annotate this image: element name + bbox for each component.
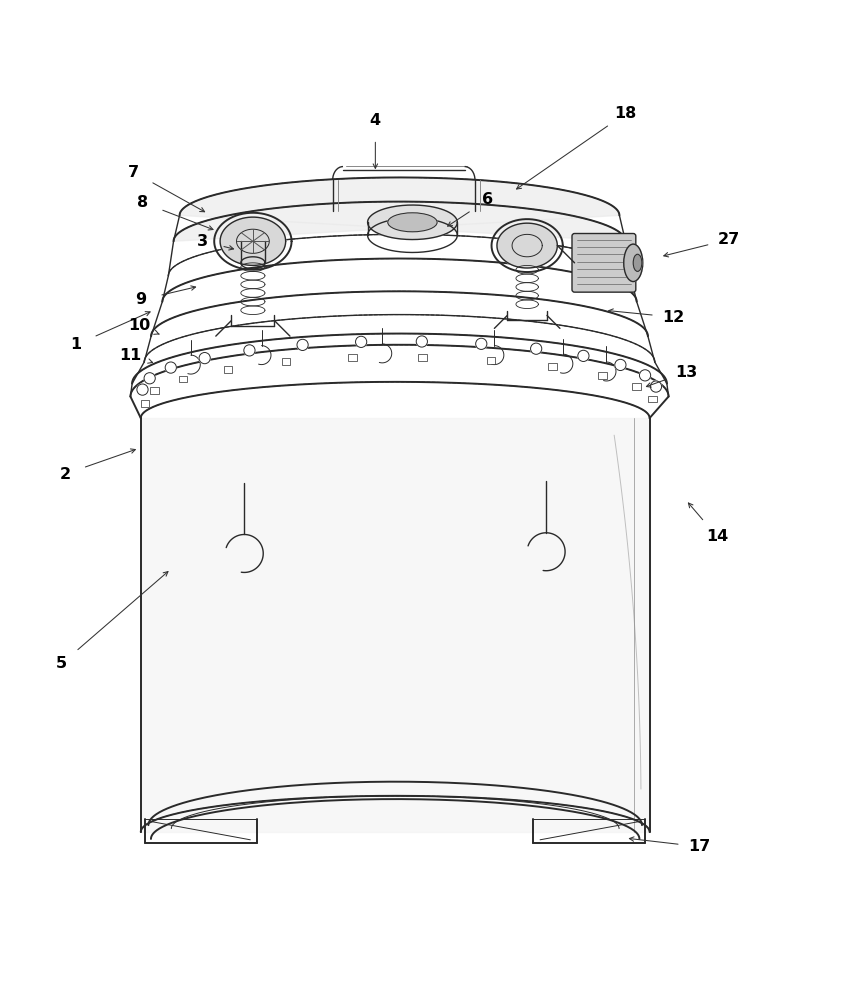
Polygon shape <box>174 177 626 241</box>
Polygon shape <box>141 418 649 832</box>
Circle shape <box>650 381 661 392</box>
Bar <box>348 354 357 361</box>
Ellipse shape <box>367 205 457 240</box>
Text: 27: 27 <box>718 232 740 247</box>
Text: 6: 6 <box>482 192 493 207</box>
Circle shape <box>476 338 487 349</box>
Bar <box>150 387 159 394</box>
Bar <box>224 366 233 373</box>
Bar <box>648 396 657 402</box>
Text: 17: 17 <box>688 839 711 854</box>
Text: 8: 8 <box>137 195 148 210</box>
Bar <box>632 383 641 390</box>
Text: 14: 14 <box>706 529 728 544</box>
Text: 9: 9 <box>135 292 147 307</box>
Text: 12: 12 <box>662 310 685 325</box>
Text: 7: 7 <box>128 165 140 180</box>
Circle shape <box>530 343 542 354</box>
Circle shape <box>578 350 589 361</box>
Bar <box>487 357 496 364</box>
Text: 10: 10 <box>128 318 150 333</box>
Ellipse shape <box>634 254 641 271</box>
Text: 2: 2 <box>59 467 70 482</box>
Bar <box>179 376 187 382</box>
Circle shape <box>640 370 651 381</box>
Ellipse shape <box>624 244 642 282</box>
Bar <box>549 363 557 370</box>
Ellipse shape <box>388 213 437 232</box>
Text: 3: 3 <box>197 234 208 249</box>
Circle shape <box>199 353 210 364</box>
Text: 18: 18 <box>615 106 636 121</box>
Circle shape <box>615 359 626 371</box>
Circle shape <box>137 384 148 395</box>
Bar <box>281 358 290 365</box>
Text: 5: 5 <box>56 656 67 671</box>
Text: 13: 13 <box>674 365 697 380</box>
Bar <box>418 354 427 361</box>
Circle shape <box>356 336 367 347</box>
Circle shape <box>165 362 176 373</box>
Circle shape <box>297 339 308 350</box>
Circle shape <box>144 373 155 384</box>
Text: 11: 11 <box>119 348 141 363</box>
FancyBboxPatch shape <box>572 234 636 292</box>
Circle shape <box>244 345 255 356</box>
Bar <box>598 372 607 379</box>
Text: 4: 4 <box>370 113 381 128</box>
Circle shape <box>417 336 427 347</box>
Bar <box>141 400 149 407</box>
Ellipse shape <box>497 223 557 268</box>
Ellipse shape <box>220 217 286 265</box>
Text: 1: 1 <box>70 337 82 352</box>
